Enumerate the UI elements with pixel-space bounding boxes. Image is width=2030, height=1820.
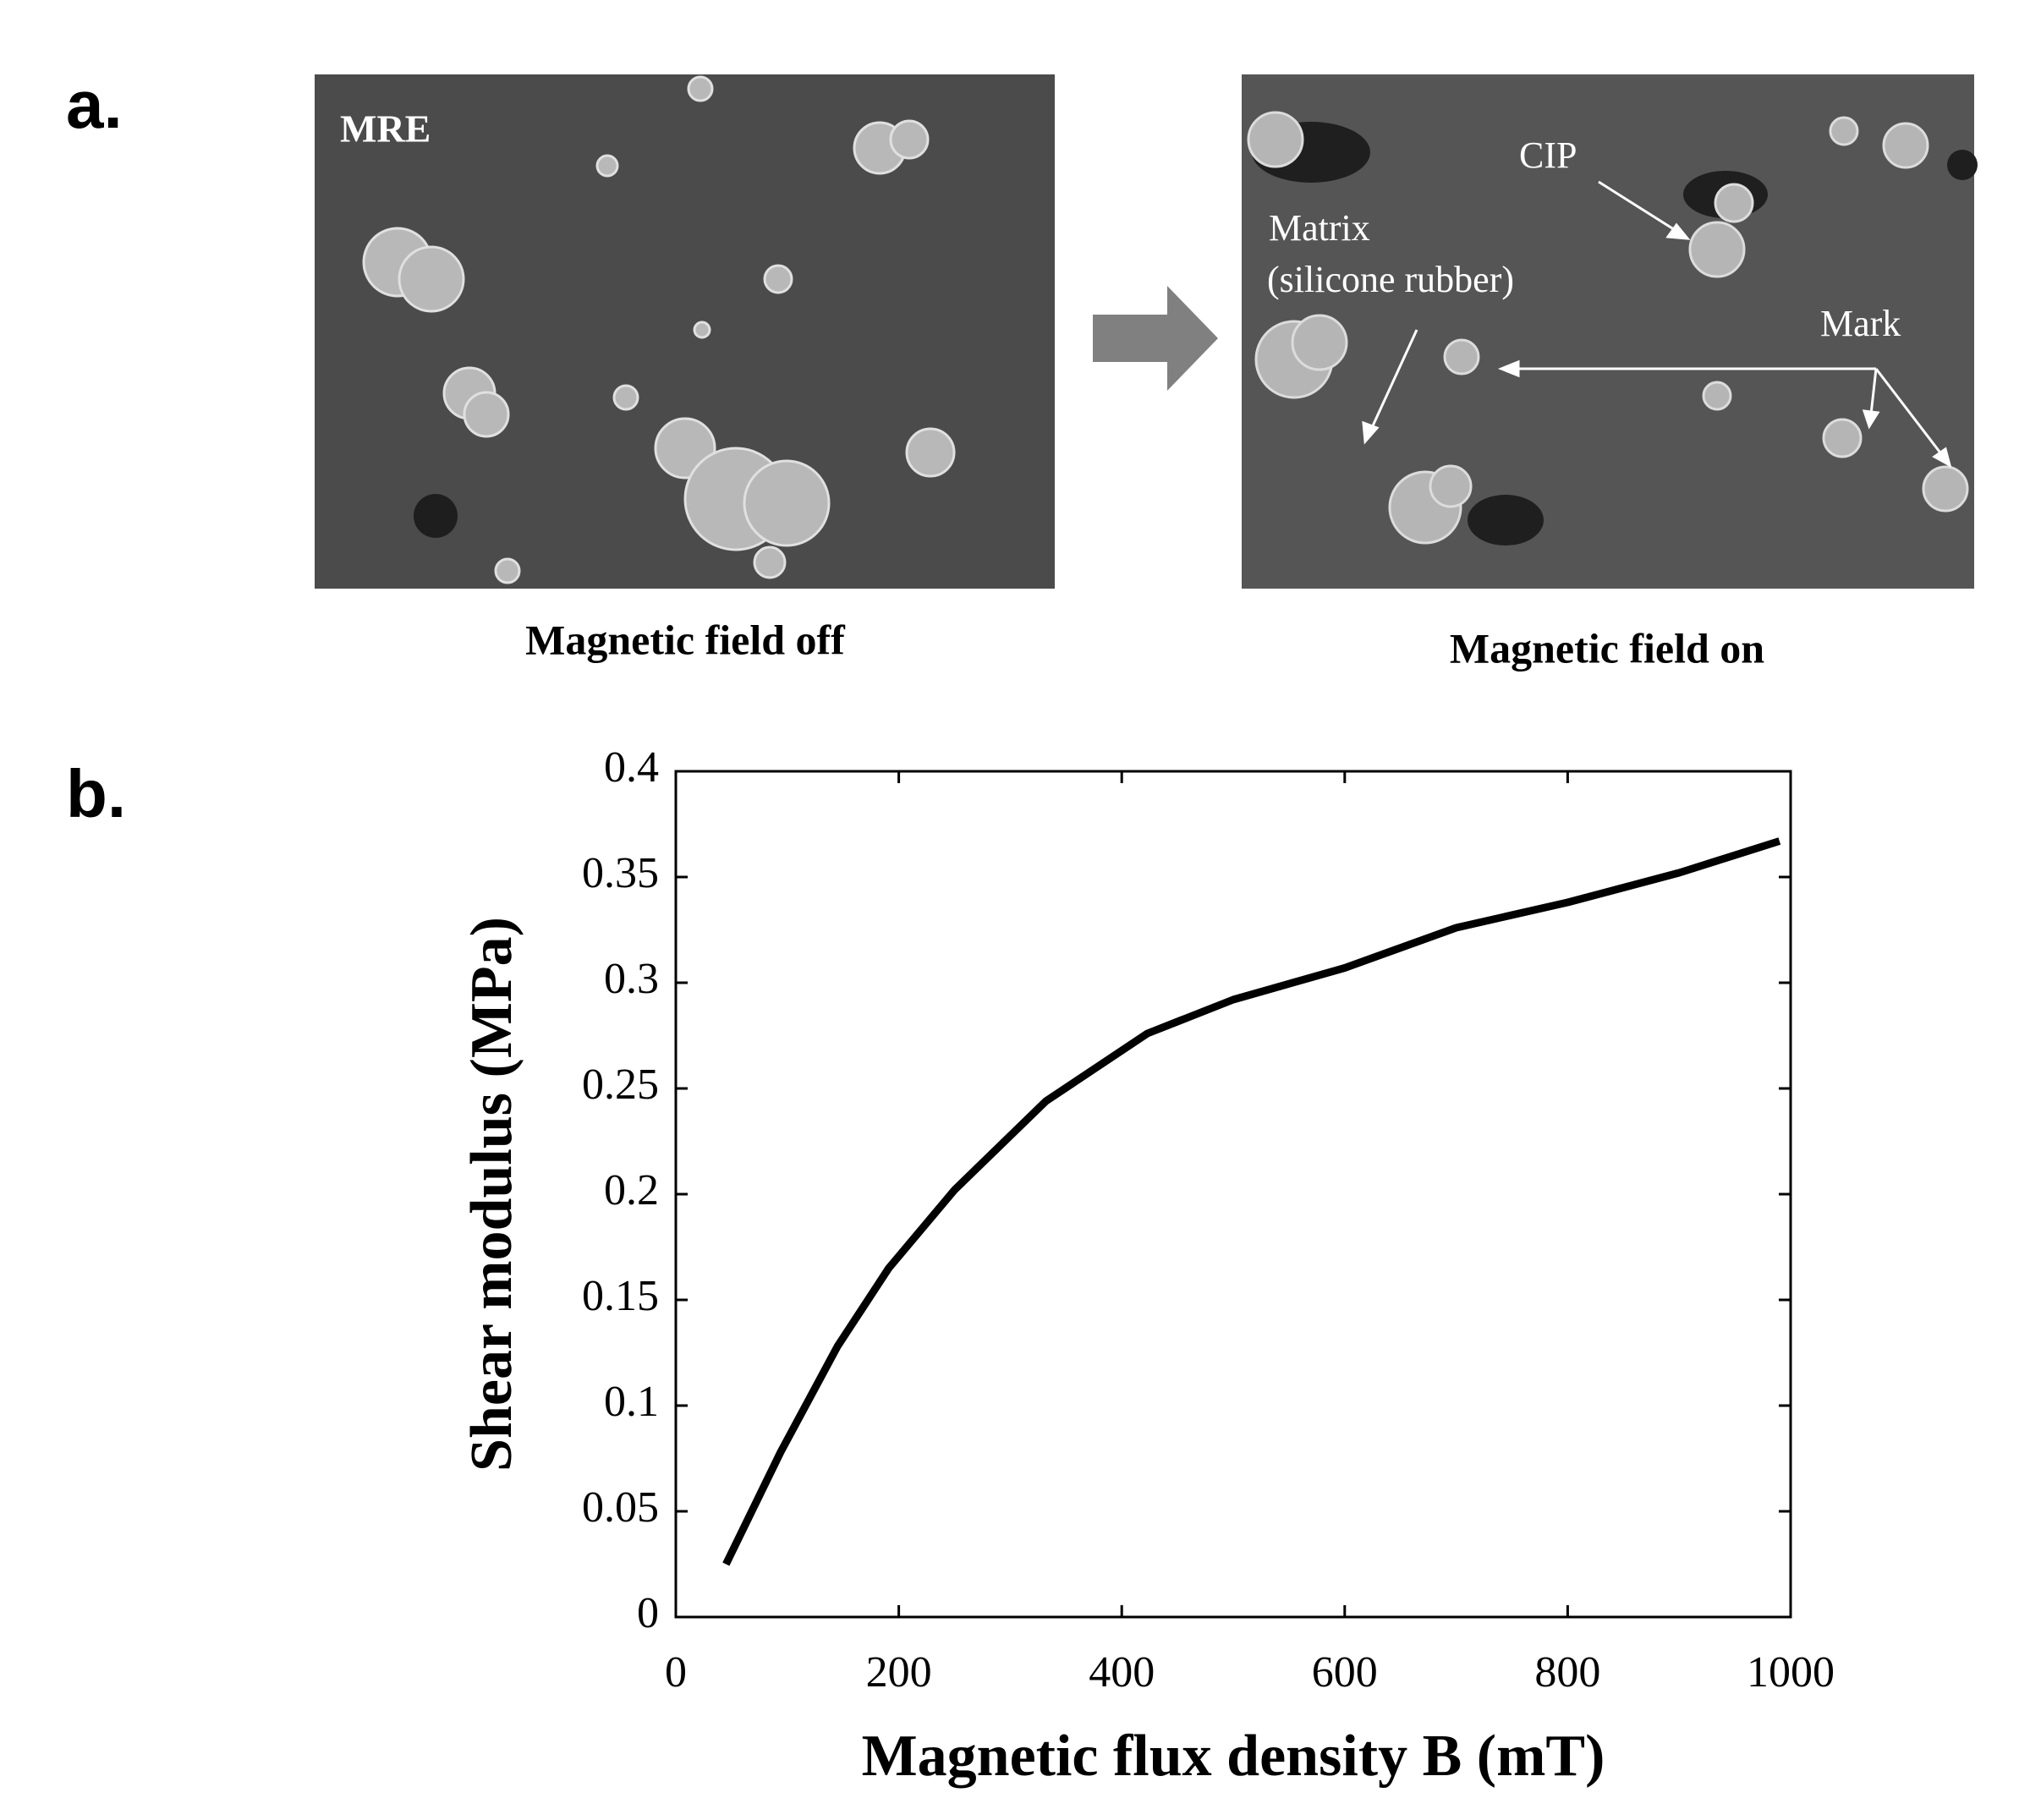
sem-image: MRE bbox=[315, 74, 1055, 589]
image-caption: Magnetic field on bbox=[1450, 624, 1764, 672]
x-tick-label: 600 bbox=[1312, 1648, 1378, 1697]
annotation: CIP bbox=[1519, 134, 1577, 176]
transition-arrow bbox=[1093, 286, 1218, 391]
y-tick-label: 0.3 bbox=[604, 955, 659, 1003]
panel-label: b. bbox=[66, 756, 126, 831]
x-axis-title: Magnetic flux density B (mT) bbox=[862, 1724, 1605, 1789]
y-tick-label: 0.4 bbox=[604, 743, 659, 792]
x-tick-label: 400 bbox=[1089, 1648, 1155, 1697]
y-tick-label: 0.35 bbox=[582, 849, 659, 897]
chart: Magnetic flux density B (mT) Shear modul… bbox=[459, 743, 1835, 1789]
y-tick-label: 0.15 bbox=[582, 1272, 659, 1320]
x-tick-label: 800 bbox=[1534, 1648, 1600, 1697]
plot-frame bbox=[674, 770, 1792, 1619]
y-tick-label: 0.05 bbox=[582, 1483, 659, 1532]
y-axis-title: Shear modulus (MPa) bbox=[459, 917, 524, 1472]
data-line bbox=[722, 837, 1781, 1566]
annotation: (silicone rubber) bbox=[1267, 259, 1514, 300]
x-tick-label: 200 bbox=[866, 1648, 932, 1697]
x-tick-label: 0 bbox=[665, 1648, 687, 1697]
sem-image: CIP Matrix (silicone rubber) Mark bbox=[1242, 74, 1978, 589]
image-tag: MRE bbox=[340, 107, 431, 151]
y-tick-label: 0.25 bbox=[582, 1061, 659, 1109]
y-tick-label: 0.1 bbox=[604, 1378, 659, 1426]
y-tick-label: 0.2 bbox=[604, 1166, 659, 1214]
annotation: Mark bbox=[1820, 303, 1901, 344]
image-caption: Magnetic field off bbox=[525, 616, 846, 663]
panel-label: a. bbox=[66, 67, 123, 142]
y-tick-label: 0 bbox=[637, 1589, 659, 1637]
annotation: Matrix bbox=[1269, 207, 1370, 249]
x-tick-label: 1000 bbox=[1747, 1648, 1835, 1697]
